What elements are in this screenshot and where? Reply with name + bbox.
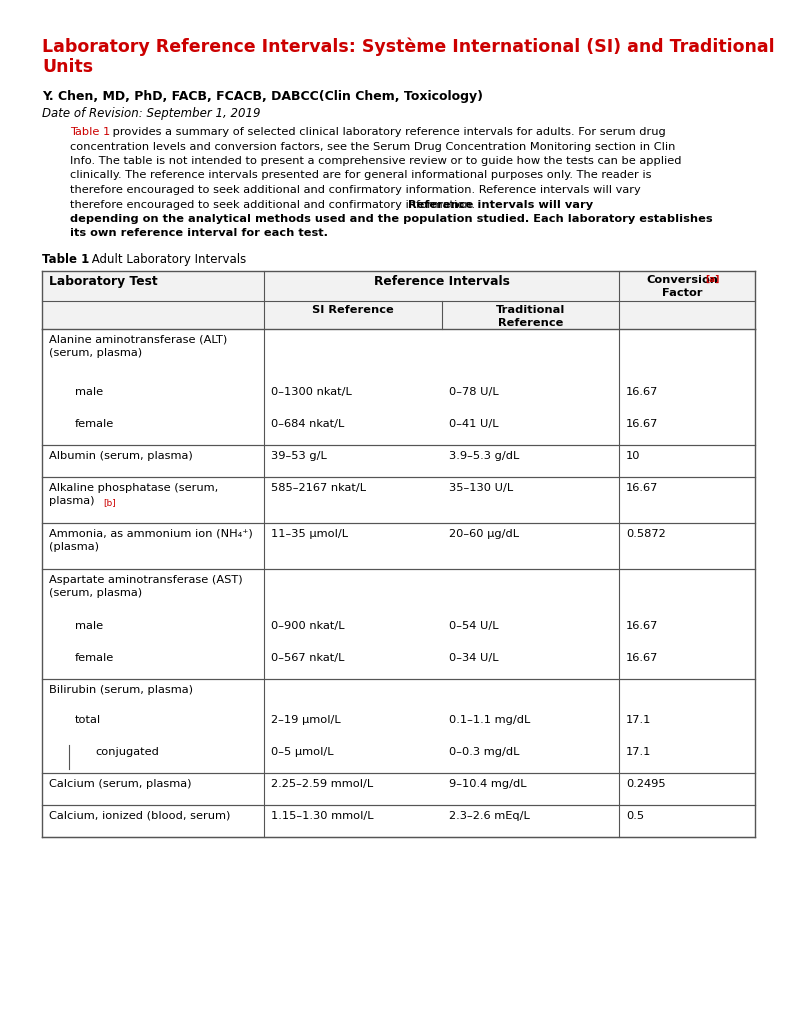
Text: Calcium (serum, plasma): Calcium (serum, plasma) bbox=[49, 779, 191, 790]
Text: [b]: [b] bbox=[103, 498, 115, 507]
Text: 0–5 μmol/L: 0–5 μmol/L bbox=[271, 746, 334, 757]
Text: 2.3–2.6 mEq/L: 2.3–2.6 mEq/L bbox=[449, 811, 530, 821]
Text: total: total bbox=[75, 715, 101, 725]
Text: male: male bbox=[75, 621, 103, 631]
Text: Table 1: Table 1 bbox=[70, 127, 110, 137]
Text: 0–78 U/L: 0–78 U/L bbox=[449, 387, 498, 397]
Text: 17.1: 17.1 bbox=[626, 715, 651, 725]
Text: male: male bbox=[75, 387, 103, 397]
Text: Info. The table is not intended to present a comprehensive review or to guide ho: Info. The table is not intended to prese… bbox=[70, 156, 682, 166]
Text: Units: Units bbox=[42, 58, 93, 76]
Text: 16.67: 16.67 bbox=[626, 483, 658, 493]
Text: its own reference interval for each test.: its own reference interval for each test… bbox=[70, 228, 328, 239]
Text: clinically. The reference intervals presented are for general informational purp: clinically. The reference intervals pres… bbox=[70, 171, 652, 180]
Text: 0–567 nkat/L: 0–567 nkat/L bbox=[271, 653, 344, 663]
Text: 16.67: 16.67 bbox=[626, 419, 658, 429]
Text: 2.25–2.59 mmol/L: 2.25–2.59 mmol/L bbox=[271, 779, 373, 790]
Text: 0–0.3 mg/dL: 0–0.3 mg/dL bbox=[449, 746, 520, 757]
Text: 585–2167 nkat/L: 585–2167 nkat/L bbox=[271, 483, 366, 493]
Text: therefore encouraged to seek additional and confirmatory information. Reference : therefore encouraged to seek additional … bbox=[70, 185, 641, 195]
Text: Laboratory Test: Laboratory Test bbox=[49, 275, 157, 288]
Text: [a]: [a] bbox=[705, 275, 719, 284]
Text: : Adult Laboratory Intervals: : Adult Laboratory Intervals bbox=[84, 253, 246, 266]
Text: Bilirubin (serum, plasma): Bilirubin (serum, plasma) bbox=[49, 685, 193, 695]
Text: 17.1: 17.1 bbox=[626, 746, 651, 757]
Text: 10: 10 bbox=[626, 451, 641, 461]
Text: Laboratory Reference Intervals: Système International (SI) and Traditional: Laboratory Reference Intervals: Système … bbox=[42, 38, 774, 56]
Text: Conversion
Factor: Conversion Factor bbox=[646, 275, 718, 298]
Text: 0–54 U/L: 0–54 U/L bbox=[449, 621, 498, 631]
Text: 16.67: 16.67 bbox=[626, 653, 658, 663]
Text: Ammonia, as ammonium ion (NH₄⁺)
(plasma): Ammonia, as ammonium ion (NH₄⁺) (plasma) bbox=[49, 529, 253, 552]
Text: 0.2495: 0.2495 bbox=[626, 779, 665, 790]
Text: 2–19 μmol/L: 2–19 μmol/L bbox=[271, 715, 341, 725]
Text: Table 1: Table 1 bbox=[42, 253, 89, 266]
Text: 35–130 U/L: 35–130 U/L bbox=[449, 483, 513, 493]
Text: 0–684 nkat/L: 0–684 nkat/L bbox=[271, 419, 344, 429]
Text: 9–10.4 mg/dL: 9–10.4 mg/dL bbox=[449, 779, 527, 790]
Bar bbox=[42, 271, 755, 329]
Text: Alkaline phosphatase (serum,
plasma): Alkaline phosphatase (serum, plasma) bbox=[49, 483, 218, 506]
Text: concentration levels and conversion factors, see the Serum Drug Concentration Mo: concentration levels and conversion fact… bbox=[70, 141, 676, 152]
Text: Reference Intervals: Reference Intervals bbox=[373, 275, 509, 288]
Text: therefore encouraged to seek additional and confirmatory information.: therefore encouraged to seek additional … bbox=[70, 200, 479, 210]
Text: Y. Chen, MD, PhD, FACB, FCACB, DABCC(Clin Chem, Toxicology): Y. Chen, MD, PhD, FACB, FCACB, DABCC(Cli… bbox=[42, 90, 483, 103]
Text: 0–41 U/L: 0–41 U/L bbox=[449, 419, 498, 429]
Text: Alanine aminotransferase (ALT)
(serum, plasma): Alanine aminotransferase (ALT) (serum, p… bbox=[49, 335, 227, 357]
Text: depending on the analytical methods used and the population studied. Each labora: depending on the analytical methods used… bbox=[70, 214, 713, 224]
Text: Albumin (serum, plasma): Albumin (serum, plasma) bbox=[49, 451, 193, 461]
Text: SI Reference: SI Reference bbox=[312, 305, 394, 315]
Text: 1.15–1.30 mmol/L: 1.15–1.30 mmol/L bbox=[271, 811, 373, 821]
Text: 0.1–1.1 mg/dL: 0.1–1.1 mg/dL bbox=[449, 715, 530, 725]
Text: female: female bbox=[75, 419, 114, 429]
Text: 0.5872: 0.5872 bbox=[626, 529, 666, 539]
Text: female: female bbox=[75, 653, 114, 663]
Text: 20–60 μg/dL: 20–60 μg/dL bbox=[449, 529, 519, 539]
Text: 0–1300 nkat/L: 0–1300 nkat/L bbox=[271, 387, 352, 397]
Text: 3.9–5.3 g/dL: 3.9–5.3 g/dL bbox=[449, 451, 519, 461]
Text: 11–35 μmol/L: 11–35 μmol/L bbox=[271, 529, 348, 539]
Text: Calcium, ionized (blood, serum): Calcium, ionized (blood, serum) bbox=[49, 811, 230, 821]
Text: provides a summary of selected clinical laboratory reference intervals for adult: provides a summary of selected clinical … bbox=[109, 127, 666, 137]
Text: conjugated: conjugated bbox=[95, 746, 159, 757]
Text: Reference intervals will vary: Reference intervals will vary bbox=[408, 200, 593, 210]
Text: Date of Revision: September 1, 2019: Date of Revision: September 1, 2019 bbox=[42, 106, 260, 120]
Text: 16.67: 16.67 bbox=[626, 387, 658, 397]
Text: 0–34 U/L: 0–34 U/L bbox=[449, 653, 498, 663]
Text: Aspartate aminotransferase (AST)
(serum, plasma): Aspartate aminotransferase (AST) (serum,… bbox=[49, 575, 243, 598]
Text: 0.5: 0.5 bbox=[626, 811, 644, 821]
Text: 16.67: 16.67 bbox=[626, 621, 658, 631]
Text: Traditional
Reference: Traditional Reference bbox=[496, 305, 566, 328]
Text: 39–53 g/L: 39–53 g/L bbox=[271, 451, 327, 461]
Text: 0–900 nkat/L: 0–900 nkat/L bbox=[271, 621, 345, 631]
